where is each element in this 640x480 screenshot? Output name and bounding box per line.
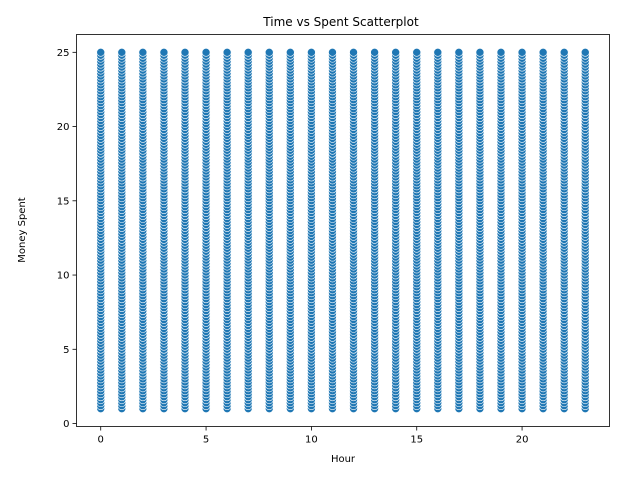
data-point	[243, 48, 253, 57]
data-point	[496, 48, 506, 57]
x-axis-label: Hour	[331, 454, 356, 465]
x-tick-label: 5	[203, 435, 209, 446]
x-tick-label: 0	[98, 435, 104, 446]
data-point	[412, 48, 422, 57]
chart-title: Time vs Spent Scatterplot	[262, 15, 419, 29]
y-tick-label: 10	[57, 271, 70, 282]
data-point	[370, 48, 379, 57]
data-point	[138, 48, 148, 57]
data-point	[286, 48, 295, 57]
y-tick-label: 0	[63, 419, 69, 430]
data-point	[517, 48, 527, 57]
data-point	[180, 48, 190, 57]
data-point	[391, 48, 400, 57]
y-tick-label: 15	[57, 196, 70, 207]
plot-frame	[76, 34, 610, 427]
data-point	[475, 48, 485, 57]
data-point	[159, 48, 169, 57]
data-point	[328, 48, 337, 57]
y-axis-ticks: 0 5 10 15 20 25	[57, 48, 77, 430]
data-point	[349, 48, 358, 57]
x-tick-label: 10	[305, 435, 318, 446]
x-tick-label: 20	[516, 435, 529, 446]
data-point	[433, 48, 443, 57]
data-point	[538, 48, 548, 57]
x-tick-label: 15	[410, 435, 423, 446]
data-point	[264, 48, 274, 57]
y-tick-label: 25	[57, 48, 70, 59]
data-point	[117, 48, 127, 57]
data-point	[307, 48, 316, 57]
x-axis-ticks: 0 5 10 15 20	[98, 426, 529, 446]
data-point	[559, 48, 569, 57]
data-points	[96, 48, 590, 413]
y-axis-label: Money Spent	[17, 197, 28, 263]
data-point	[454, 48, 464, 57]
data-point	[580, 48, 590, 57]
y-tick-label: 20	[57, 122, 70, 133]
data-point	[222, 48, 232, 57]
y-tick-label: 5	[63, 345, 69, 356]
data-point	[96, 48, 106, 57]
data-point	[201, 48, 211, 57]
